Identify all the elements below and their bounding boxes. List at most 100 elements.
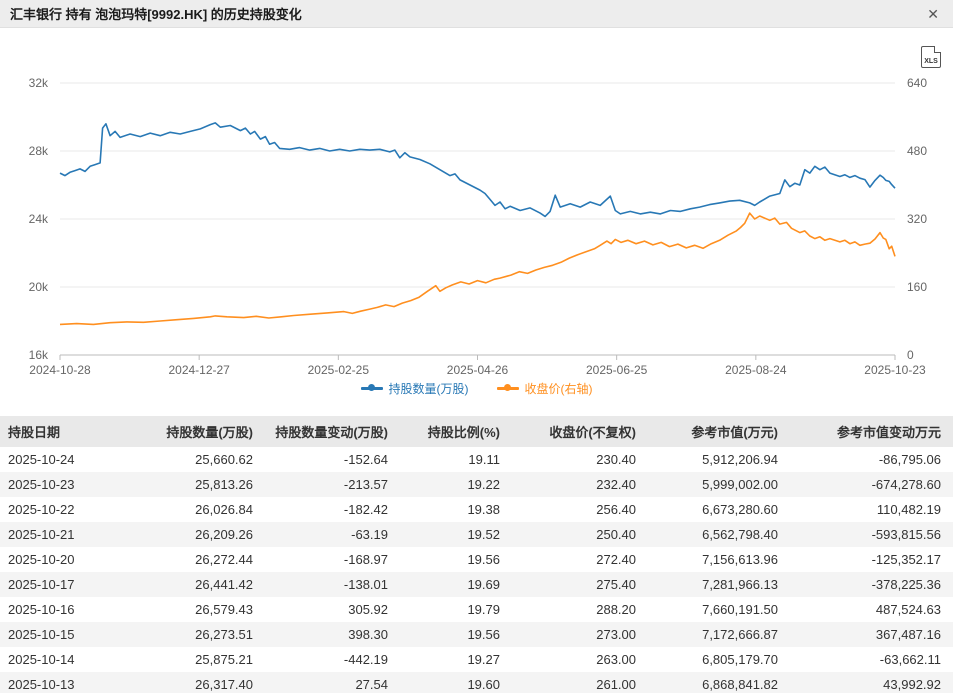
- right-axis-tick-label: 320: [907, 212, 927, 226]
- table-row[interactable]: 2025-10-24 25,660.62 -152.64 19.11 230.40 5,9…: [0, 447, 953, 472]
- table-cell: 19.79: [467, 602, 500, 617]
- table-row[interactable]: 2025-10-13 26,317.40 27.54 19.60 261.00 6,868…: [0, 672, 953, 693]
- table-cell: 2025-10-23: [8, 477, 75, 492]
- series-line-close-price: [59, 212, 896, 326]
- chart-legend: 持股数量(万股) 收盘价(右轴): [0, 378, 953, 398]
- table-cell: 7,660,191.50: [702, 602, 778, 617]
- table-cell: 26,273.51: [195, 627, 253, 642]
- x-axis-tick-label: 2025-08-24: [725, 363, 787, 376]
- right-axis-tick-label: 160: [907, 280, 927, 294]
- x-axis-tick-label: 2025-02-25: [308, 363, 370, 376]
- table-cell: 26,441.42: [195, 577, 253, 592]
- table-cell: 288.20: [596, 602, 636, 617]
- right-axis-tick-label: 0: [907, 348, 914, 362]
- legend-label-holdings: 持股数量(万股): [388, 381, 469, 396]
- header-ratio: 持股比例(%): [400, 416, 512, 447]
- left-axis-tick-label: 28k: [29, 144, 49, 158]
- table-cell: 232.40: [596, 477, 636, 492]
- table-cell: -63,662.11: [879, 652, 941, 667]
- header-close-price: 收盘价(不复权): [512, 416, 648, 447]
- left-axis-tick-label: 24k: [29, 212, 49, 226]
- table-cell: -213.57: [343, 477, 388, 492]
- table-cell: 272.40: [596, 552, 636, 567]
- table-cell: 2025-10-13: [8, 677, 75, 692]
- table-cell: 2025-10-14: [8, 652, 75, 667]
- header-date: 持股日期: [0, 416, 145, 447]
- table-cell: -593,815.56: [871, 527, 941, 542]
- table-cell: 5,999,002.00: [702, 477, 778, 492]
- right-axis-tick-label: 640: [907, 76, 927, 90]
- table-cell: 2025-10-16: [8, 602, 75, 617]
- table-cell: 27.54: [355, 677, 388, 692]
- table-cell: -674,278.60: [871, 477, 941, 492]
- table-cell: -168.97: [343, 552, 388, 567]
- table-row[interactable]: 2025-10-22 26,026.84 -182.42 19.38 256.40 6,6…: [0, 497, 953, 522]
- legend-item-close-price[interactable]: 收盘价(右轴): [496, 380, 593, 397]
- x-axis-tick-label: 2025-04-26: [447, 363, 509, 376]
- table-cell: 305.92: [348, 602, 388, 617]
- table-cell: 263.00: [596, 652, 636, 667]
- table-cell: 7,172,666.87: [702, 627, 778, 642]
- table-cell: 25,660.62: [195, 452, 253, 467]
- header-holdings-change: 持股数量变动(万股): [265, 416, 400, 447]
- table-cell: 26,272.44: [195, 552, 253, 567]
- table-cell: 19.56: [467, 552, 500, 567]
- table-cell: 261.00: [596, 677, 636, 692]
- table-cell: 2025-10-20: [8, 552, 75, 567]
- table-cell: 367,487.16: [875, 627, 941, 642]
- table-cell: 2025-10-22: [8, 502, 75, 517]
- table-cell: 26,579.43: [195, 602, 253, 617]
- table-cell: 2025-10-21: [8, 527, 75, 542]
- legend-item-holdings[interactable]: 持股数量(万股): [360, 380, 469, 397]
- x-axis-tick-label: 2025-06-25: [586, 363, 648, 376]
- table-row[interactable]: 2025-10-17 26,441.42 -138.01 19.69 275.40 7,2…: [0, 572, 953, 597]
- table-cell: 19.60: [467, 677, 500, 692]
- table-cell: -152.64: [343, 452, 388, 467]
- close-price-line-marker: [496, 384, 519, 391]
- table-body: 2025-10-24 25,660.62 -152.64 19.11 230.40 5,9…: [0, 447, 953, 693]
- table-cell: 19.69: [467, 577, 500, 592]
- table-cell: -63.19: [351, 527, 388, 542]
- table-cell: 6,868,841.82: [702, 677, 778, 692]
- table-row[interactable]: 2025-10-15 26,273.51 398.30 19.56 273.00 7,17…: [0, 622, 953, 647]
- table-cell: 7,281,966.13: [702, 577, 778, 592]
- table-cell: 19.56: [467, 627, 500, 642]
- xls-icon: XLS: [924, 58, 938, 65]
- export-xls-button[interactable]: XLS: [921, 46, 941, 68]
- table-cell: 26,317.40: [195, 677, 253, 692]
- legend-label-close-price: 收盘价(右轴): [524, 381, 593, 396]
- right-axis-tick-label: 480: [907, 144, 927, 158]
- table-cell: 25,875.21: [195, 652, 253, 667]
- table-cell: 250.40: [596, 527, 636, 542]
- table-row[interactable]: 2025-10-21 26,209.26 -63.19 19.52 250.40 6,56…: [0, 522, 953, 547]
- table-cell: 256.40: [596, 502, 636, 517]
- table-cell: 275.40: [596, 577, 636, 592]
- close-icon[interactable]: ✕: [927, 5, 939, 22]
- header-value-change: 参考市值变动万元: [790, 416, 953, 447]
- table-cell: 398.30: [348, 627, 388, 642]
- x-axis-tick-label: 2025-10-23: [864, 363, 926, 376]
- table-cell: -442.19: [343, 652, 388, 667]
- table-cell: 19.11: [468, 452, 500, 467]
- table-cell: 25,813.26: [195, 477, 253, 492]
- table-cell: 2025-10-17: [8, 577, 75, 592]
- left-axis-tick-label: 16k: [29, 348, 49, 362]
- table-cell: 19.27: [467, 652, 500, 667]
- table-cell: -378,225.36: [871, 577, 941, 592]
- table-cell: -86,795.06: [878, 452, 941, 467]
- table-row[interactable]: 2025-10-20 26,272.44 -168.97 19.56 272.40 7,1…: [0, 547, 953, 572]
- table-cell: 230.40: [596, 452, 636, 467]
- series-line-holdings: [59, 122, 896, 218]
- table-cell: 19.22: [467, 477, 500, 492]
- dialog-title: 汇丰银行 持有 泡泡玛特[9992.HK] 的历史持股变化: [10, 7, 302, 22]
- table-row[interactable]: 2025-10-14 25,875.21 -442.19 19.27 263.00 6,8…: [0, 647, 953, 672]
- table-cell: -138.01: [343, 577, 388, 592]
- table-row[interactable]: 2025-10-16 26,579.43 305.92 19.79 288.20 7,66…: [0, 597, 953, 622]
- dialog-titlebar: 汇丰银行 持有 泡泡玛特[9992.HK] 的历史持股变化 ✕: [0, 0, 953, 28]
- holdings-history-chart[interactable]: 16k 0 20k 160 24k 320 28k 480 32k 640 2024-10-28 20…: [0, 40, 953, 376]
- table-cell: 26,209.26: [195, 527, 253, 542]
- table-row[interactable]: 2025-10-23 25,813.26 -213.57 19.22 232.40 5,9…: [0, 472, 953, 497]
- table-header: 持股日期 持股数量(万股) 持股数量变动(万股) 持股比例(%) 收盘价(不复权…: [0, 416, 953, 447]
- table-cell: 6,805,179.70: [702, 652, 778, 667]
- holdings-line-marker: [360, 384, 383, 391]
